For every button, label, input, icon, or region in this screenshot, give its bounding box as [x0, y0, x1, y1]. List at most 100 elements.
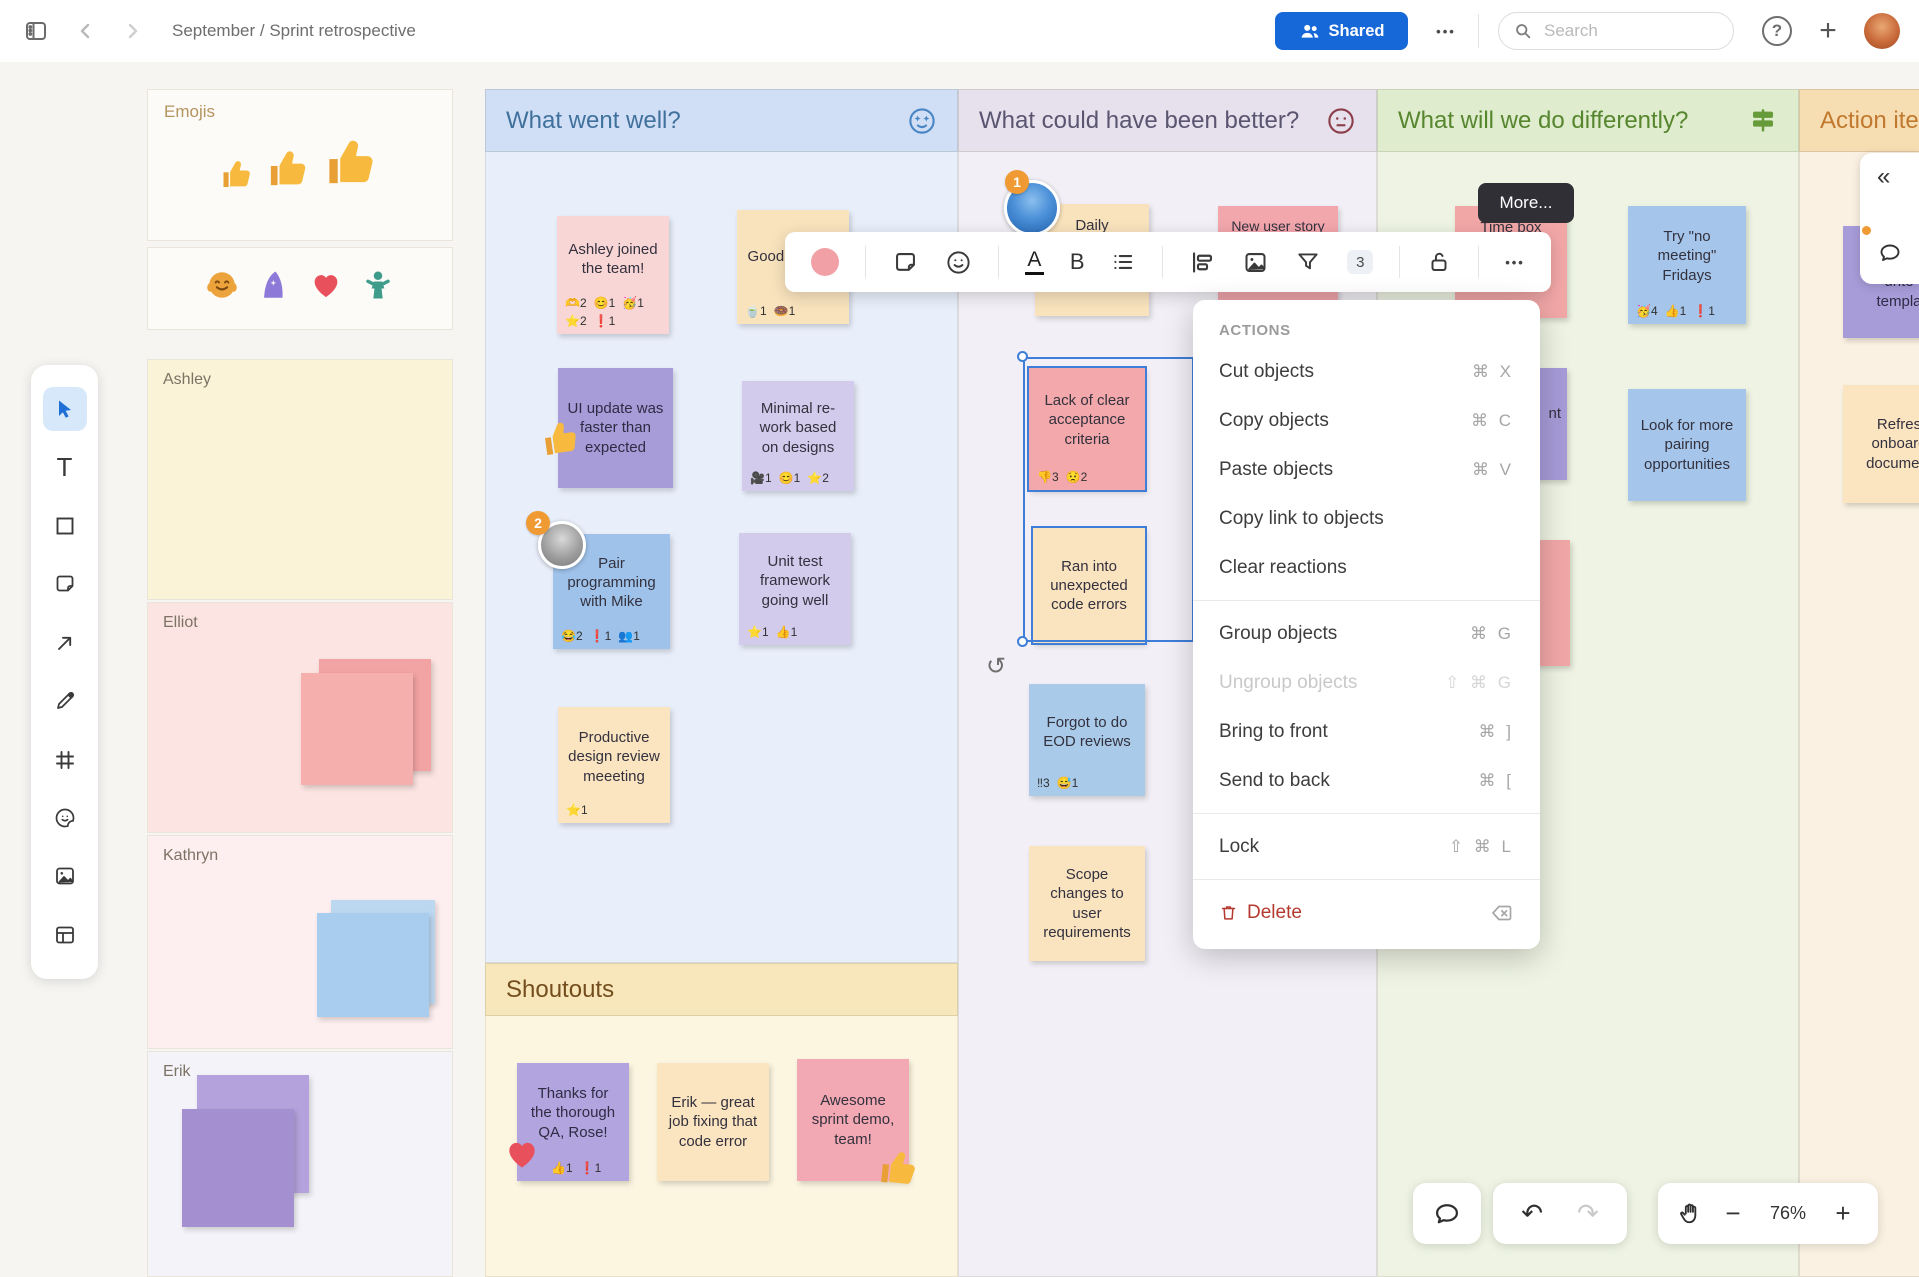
menu-item-delete[interactable]: Delete — [1193, 888, 1540, 937]
reaction[interactable]: 👍1 — [551, 1160, 573, 1175]
thumbs-up-sticker[interactable] — [877, 1147, 921, 1191]
frame-tool[interactable] — [43, 738, 87, 782]
sticker-tool[interactable] — [43, 796, 87, 840]
sticky-note-pairing[interactable]: Look for more pairing opportunities — [1628, 389, 1746, 501]
image-icon[interactable] — [1242, 249, 1269, 276]
menu-item-clear-reactions[interactable]: Clear reactions — [1219, 556, 1347, 578]
selection-handle[interactable] — [1017, 351, 1028, 362]
sticky-note-no-meeting[interactable]: Try "no meeting" Fridays 🥳4 👍1 ❗1 — [1628, 206, 1746, 324]
section-kathryn[interactable]: Kathryn — [147, 835, 453, 1049]
table-tool[interactable] — [43, 913, 87, 957]
menu-item-group[interactable]: Group objects ⌘ G — [1219, 622, 1514, 644]
select-tool[interactable] — [42, 387, 87, 432]
account-avatar[interactable] — [1864, 13, 1900, 49]
reaction[interactable]: 🍵1 — [745, 303, 767, 318]
reaction[interactable]: 👥1 — [618, 628, 640, 643]
reaction[interactable]: ⭐1 — [566, 802, 588, 817]
zoom-out-button[interactable]: − — [1725, 1198, 1741, 1228]
sidebar-toggle-icon[interactable] — [24, 19, 48, 43]
thumbs-up-icon[interactable] — [265, 146, 312, 193]
text-color-icon[interactable]: A — [1024, 249, 1044, 276]
reaction[interactable]: ❗1 — [1693, 303, 1715, 318]
reaction[interactable]: 😅1 — [1056, 775, 1079, 790]
heart-icon[interactable] — [309, 268, 343, 302]
search-box[interactable] — [1498, 12, 1734, 50]
section-elliot[interactable]: Elliot — [147, 602, 453, 833]
menu-item-send-to-back[interactable]: Send to back ⌘ [ — [1219, 769, 1514, 791]
reaction[interactable]: 🥳4 — [1636, 303, 1658, 318]
shape-tool[interactable] — [43, 504, 87, 548]
color-swatch[interactable] — [811, 248, 839, 276]
comment-icon[interactable] — [1433, 1200, 1461, 1228]
reaction[interactable]: ⭐1 — [747, 624, 769, 639]
emoji-panel[interactable]: Emojis — [147, 89, 453, 241]
sticky-note-design-review[interactable]: Productive design review meeeting ⭐1 — [558, 707, 670, 823]
reaction[interactable]: ⭐2 — [807, 470, 829, 485]
zoom-in-button[interactable]: + — [1835, 1198, 1851, 1228]
menu-item-copy-link[interactable]: Copy link to objects — [1219, 507, 1384, 529]
sticky-note-tool[interactable] — [43, 562, 87, 606]
reaction[interactable]: 👎3 — [1037, 469, 1059, 484]
shared-button[interactable]: Shared — [1275, 12, 1408, 50]
sticky-note-code-errors[interactable]: Ran into unexpected code errors — [1033, 528, 1145, 643]
menu-item-cut[interactable]: Cut objects ⌘ X — [1219, 360, 1514, 382]
reaction[interactable]: 👍1 — [1664, 303, 1687, 318]
thumbs-up-icon[interactable] — [219, 157, 255, 193]
selection-handle[interactable] — [1017, 636, 1028, 647]
sticky-note-lack-criteria[interactable]: Lack of clear acceptance criteria 👎3 😟2 — [1029, 368, 1145, 490]
breadcrumb[interactable]: September / Sprint retrospective — [172, 21, 416, 40]
forward-chevron-icon[interactable] — [120, 19, 144, 43]
reaction[interactable]: ❗1 — [593, 313, 616, 328]
dancer-icon[interactable] — [361, 268, 395, 302]
reaction[interactable]: ❗1 — [589, 628, 612, 643]
sticky-note-scope-changes[interactable]: Scope changes to user requirements — [1029, 846, 1145, 961]
expand-panel-icon[interactable]: « — [1877, 163, 1891, 190]
reaction[interactable]: ❗1 — [579, 1160, 602, 1175]
rotate-handle-icon[interactable]: ↻ — [986, 653, 1007, 680]
image-tool[interactable] — [43, 854, 87, 898]
help-button[interactable]: ? — [1762, 16, 1792, 46]
topbar-overflow-button[interactable]: ••• — [1436, 23, 1456, 39]
column-header-action-items[interactable]: Action items — [1799, 89, 1919, 152]
reaction[interactable]: 🥳1 — [622, 295, 644, 310]
align-icon[interactable] — [1189, 249, 1216, 276]
thumbs-up-icon[interactable] — [322, 134, 381, 193]
sticky-note-style-icon[interactable] — [892, 249, 919, 276]
hugging-face-icon[interactable] — [205, 268, 239, 302]
reaction[interactable]: ‼3 — [1037, 775, 1050, 790]
search-input[interactable] — [1542, 20, 1692, 42]
unlock-icon[interactable] — [1426, 249, 1452, 275]
reaction[interactable]: 👍1 — [775, 624, 798, 639]
hand-tool-icon[interactable] — [1678, 1201, 1704, 1227]
menu-item-bring-to-front[interactable]: Bring to front ⌘ ] — [1219, 720, 1514, 742]
sticky-note-erik-fix[interactable]: Erik — great job fixing that code error — [657, 1063, 769, 1181]
more-options-button[interactable]: ••• — [1505, 254, 1525, 270]
section-erik[interactable]: Erik — [147, 1051, 453, 1277]
redo-icon[interactable]: ↷ — [1577, 1198, 1599, 1228]
sticky-note-unit-test[interactable]: Unit test framework going well ⭐1 👍1 — [739, 533, 851, 645]
sticky-note-stack-front[interactable] — [301, 673, 413, 785]
menu-item-paste[interactable]: Paste objects ⌘ V — [1219, 458, 1514, 480]
text-tool[interactable]: T — [56, 452, 73, 483]
sticky-note-forgot-eod[interactable]: Forgot to do EOD reviews ‼3 😅1 — [1029, 684, 1145, 796]
sticky-note-stack-front[interactable] — [317, 913, 429, 1017]
sticky-note-ui-update[interactable]: UI update was faster than expected — [544, 368, 673, 488]
section-ashley[interactable]: Ashley — [147, 359, 453, 600]
menu-item-copy[interactable]: Copy objects ⌘ C — [1219, 409, 1514, 431]
undo-icon[interactable]: ↶ — [1521, 1198, 1543, 1228]
thumbs-up-sticker[interactable] — [540, 418, 582, 460]
reaction[interactable]: 😊1 — [593, 295, 616, 310]
sticky-note-thanks-qa[interactable]: Thanks for the thorough QA, Rose! 👍1 ❗1 — [509, 1063, 629, 1181]
bold-icon[interactable]: B — [1069, 249, 1085, 274]
sticky-note-ashley-joined[interactable]: Ashley joined the team! 🫶2 😊1 🥳1 ⭐2 ❗1 — [557, 216, 669, 334]
reaction[interactable]: 🫶2 — [565, 295, 587, 310]
reaction[interactable]: ⭐2 — [565, 313, 587, 328]
sticky-note-awesome-demo[interactable]: Awesome sprint demo, team! — [797, 1059, 915, 1184]
reaction[interactable]: 😊1 — [778, 470, 801, 485]
reaction[interactable]: 🍩1 — [773, 303, 796, 318]
emoji-strip-panel[interactable] — [147, 247, 453, 330]
pencil-tool[interactable] — [43, 679, 87, 723]
menu-item-lock[interactable]: Lock ⇧ ⌘ L — [1219, 835, 1514, 857]
reaction[interactable]: 🎥1 — [750, 470, 772, 485]
